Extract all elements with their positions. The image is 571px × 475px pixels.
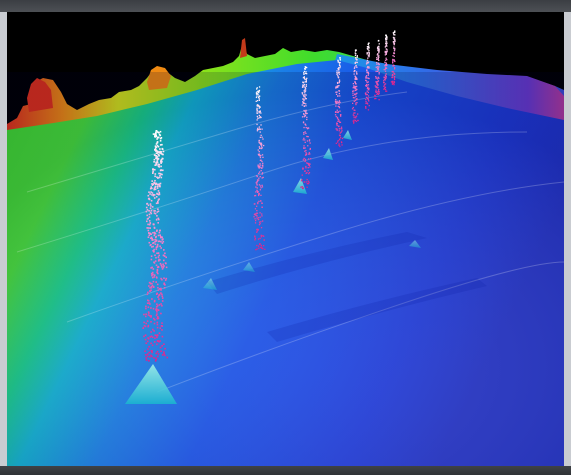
terrain-texture [16,91,564,393]
bathymetry-viewport[interactable] [7,12,564,466]
plume-4 [334,57,344,148]
bottom-status-bar [0,466,571,475]
mound-3 [323,148,333,160]
right-panel-edge [564,12,571,466]
plume-7 [374,39,380,101]
plume-2 [253,86,266,251]
plume-3 [300,66,312,190]
plume-5 [351,49,359,124]
mound-2 [293,178,307,194]
bathymetry-scene [7,12,564,466]
ridge-spike-top [240,38,247,58]
terrain-channels [207,232,487,342]
mound-5 [203,278,217,290]
left-panel-edge [0,12,7,466]
plume-8 [383,34,388,92]
depth-shading [7,72,564,466]
mound-4 [343,130,352,140]
plume-group [142,30,396,362]
mound-6 [243,262,255,272]
plume-9 [390,30,396,86]
plume-1 [142,130,169,362]
mound-1 [125,364,177,404]
seep-mounds [125,130,421,404]
plume-6 [364,42,370,111]
mound-7 [409,240,421,248]
top-toolbar [0,0,571,12]
